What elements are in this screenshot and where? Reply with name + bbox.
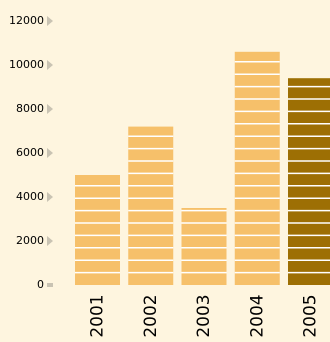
y-tick-marker <box>47 236 53 246</box>
y-axis: 0 2000 4000 6000 8000 10000 12000 <box>9 14 53 291</box>
x-axis: 2001 2002 2003 2004 2005 <box>88 294 321 337</box>
y-tick-marker <box>47 104 53 114</box>
bar <box>181 208 227 285</box>
bar <box>234 51 280 285</box>
y-tick-marker <box>47 283 53 287</box>
x-tick-label: 2002 <box>141 294 161 337</box>
y-tick-marker <box>47 148 53 158</box>
bar-2003 <box>181 208 227 285</box>
y-tick-marker <box>47 192 53 202</box>
bar-2002 <box>128 126 174 285</box>
y-tick-marker <box>47 16 53 26</box>
bar <box>75 175 120 285</box>
y-tick-label: 10000 <box>9 58 44 71</box>
y-tick-label: 6000 <box>16 146 44 159</box>
x-tick-label: 2003 <box>194 294 214 337</box>
y-tick-label: 2000 <box>16 234 44 247</box>
y-tick-label: 4000 <box>16 190 44 203</box>
y-tick-label: 0 <box>37 278 44 291</box>
bar-2005 <box>288 78 330 285</box>
bar-2001 <box>75 175 120 285</box>
bar <box>128 126 174 285</box>
bar <box>288 78 330 285</box>
y-tick-marker <box>47 60 53 70</box>
bars <box>75 51 330 285</box>
y-tick-label: 8000 <box>16 102 44 115</box>
x-tick-label: 2004 <box>247 294 267 337</box>
y-tick-label: 12000 <box>9 14 44 27</box>
x-tick-label: 2001 <box>88 294 108 337</box>
bar-2004 <box>234 51 280 285</box>
x-tick-label: 2005 <box>301 294 321 337</box>
